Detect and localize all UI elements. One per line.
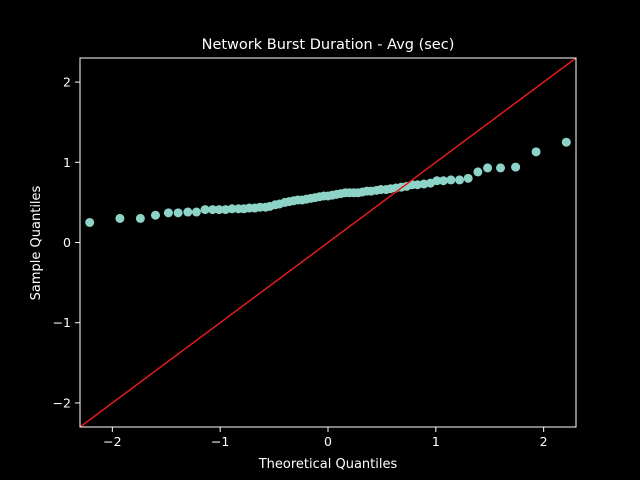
plot-area: [79, 57, 577, 428]
data-point: [455, 175, 465, 185]
x-tick-label: −1: [211, 434, 229, 449]
data-point: [200, 205, 210, 215]
data-point: [214, 205, 224, 215]
data-point: [115, 213, 125, 223]
axis-ticks: −2 −1 0 1 2 −2 −1 0 1 2: [53, 75, 548, 449]
data-point: [531, 147, 541, 157]
y-tick-label: 0: [63, 235, 71, 250]
data-point: [483, 163, 493, 173]
y-tick-label: −2: [53, 395, 71, 410]
chart-title: Network Burst Duration - Avg (sec): [202, 37, 455, 53]
y-tick-label: 2: [63, 75, 71, 90]
x-axis-label: Theoretical Quantiles: [258, 457, 398, 472]
reference-line: [79, 57, 577, 428]
x-tick-label: 1: [432, 434, 440, 449]
data-point: [446, 175, 456, 185]
data-point: [463, 173, 473, 183]
x-tick-label: 0: [324, 434, 332, 449]
data-point: [438, 176, 448, 186]
data-point: [191, 207, 201, 217]
y-axis-label: Sample Quantiles: [29, 185, 44, 300]
data-point: [150, 210, 160, 220]
data-point: [135, 213, 145, 223]
data-point: [85, 217, 95, 227]
data-point: [208, 205, 218, 215]
data-point: [227, 204, 237, 214]
x-tick-label: 2: [540, 434, 548, 449]
y-tick-label: 1: [63, 155, 71, 170]
data-point: [561, 137, 571, 147]
data-point: [183, 207, 193, 217]
data-point: [173, 208, 183, 218]
data-point: [432, 176, 442, 186]
x-tick-label: −2: [103, 434, 121, 449]
y-tick-label: −1: [53, 315, 71, 330]
data-point: [511, 162, 521, 172]
data-point: [473, 167, 483, 177]
data-point: [163, 208, 173, 218]
data-point: [496, 163, 506, 173]
